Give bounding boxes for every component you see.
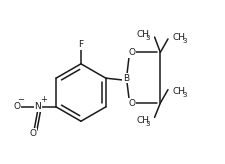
- Text: 3: 3: [145, 35, 150, 41]
- Text: CH: CH: [173, 87, 186, 96]
- Text: O: O: [30, 129, 37, 138]
- Text: CH: CH: [137, 116, 150, 125]
- Text: CH: CH: [137, 30, 150, 39]
- Text: F: F: [78, 40, 83, 49]
- Text: N: N: [34, 102, 41, 111]
- Text: B: B: [123, 74, 129, 83]
- Text: O: O: [128, 48, 135, 57]
- Text: O: O: [13, 102, 20, 111]
- Text: −: −: [18, 95, 25, 104]
- Text: 3: 3: [182, 92, 187, 98]
- Text: +: +: [40, 95, 47, 104]
- Text: CH: CH: [173, 32, 186, 41]
- Text: 3: 3: [145, 122, 150, 127]
- Text: O: O: [128, 99, 135, 108]
- Text: 3: 3: [182, 38, 187, 44]
